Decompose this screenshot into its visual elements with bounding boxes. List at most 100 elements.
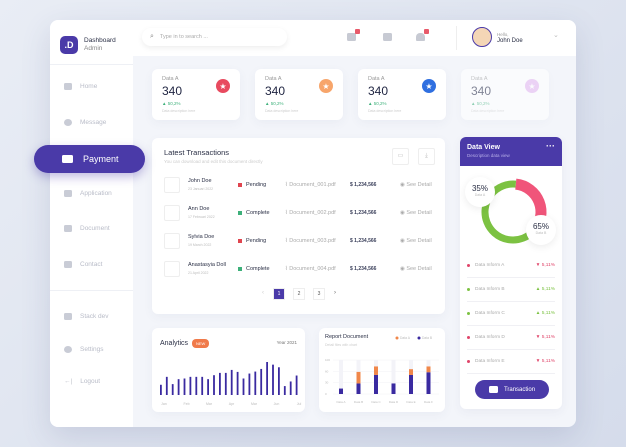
bar-data-b <box>356 383 361 394</box>
bar-data-a <box>426 366 431 373</box>
sidebar-item-home[interactable]: Home <box>64 83 97 90</box>
star-icon: ★ <box>319 79 333 93</box>
bar-track <box>339 360 343 394</box>
stat-card: Data A 340 ▲ 50,2% Data description here ★ <box>358 69 446 120</box>
bell-icon[interactable] <box>416 29 429 41</box>
payment-icon <box>488 386 498 393</box>
gear-icon <box>64 346 72 353</box>
report-chart: 0 30 60 100 Data A Data B Data C Data D Data E Da… <box>325 336 439 404</box>
sidebar-item-stack-dev[interactable]: Stack dev <box>64 313 109 320</box>
month-label: Apr <box>229 402 235 406</box>
see-detail-link[interactable]: ◉ See Detail <box>400 266 432 272</box>
table-row[interactable]: Sylvia Doe 19 March 2022 Pending ⌇ Document… <box>164 230 439 252</box>
data-inform-item: Data Inform C ▲ 5,11% <box>467 302 555 326</box>
page-button[interactable]: 3 <box>313 288 325 300</box>
analytics-bar <box>177 379 180 395</box>
document-link[interactable]: ⌇ Document_004.pdf <box>285 266 336 272</box>
payment-icon <box>62 155 73 163</box>
slice-label-a: 35% Data A <box>465 177 495 207</box>
row-name: Ann Doe 17 Februari 2022 <box>188 206 215 219</box>
sidebar-item-payment[interactable]: Payment <box>34 145 145 173</box>
month-label: Mar <box>251 402 258 406</box>
sidebar-item-application[interactable]: Application <box>64 190 112 197</box>
legend-label: Data B <box>422 336 433 340</box>
header: ⌕ Type in to search ... Hello, John Doe ⌄ <box>133 20 576 56</box>
app-window: .D Dashboard Admin Home Message Applicati… <box>50 20 576 427</box>
chevron-down-icon[interactable]: ⌄ <box>553 32 559 39</box>
divider <box>456 26 457 50</box>
search-input[interactable]: ⌕ Type in to search ... <box>142 28 287 46</box>
month-label: Jan <box>161 402 167 406</box>
calendar-icon <box>164 177 180 193</box>
page-button[interactable]: 2 <box>293 288 305 300</box>
stat-change: ▲ 50,2% <box>265 101 284 106</box>
report-title: Report Document <box>325 334 369 340</box>
table-row[interactable]: John Doe 23 Januari 2022 Pending ⌇ Document… <box>164 174 439 196</box>
stat-change: ▲ 50,2% <box>368 101 387 106</box>
bar-track <box>391 360 396 394</box>
category-label: Data E <box>406 400 415 404</box>
row-name: Sylvia Doe 19 March 2022 <box>188 234 215 247</box>
y-tick-label: 30 <box>325 381 329 385</box>
legend-label: Data A <box>400 336 411 340</box>
contact-icon[interactable] <box>383 33 392 41</box>
stat-value: 340 <box>368 84 389 98</box>
logo: .D <box>60 36 78 54</box>
star-icon: ★ <box>422 79 436 93</box>
logout-icon: ←| <box>64 378 73 385</box>
data-view-header: Data View Description data view ··· <box>460 137 562 166</box>
analytics-bar <box>295 375 298 395</box>
stat-description: Data description here <box>265 109 299 113</box>
analytics-bar <box>183 378 186 395</box>
row-amount: $ 1,234,566 <box>350 210 377 216</box>
category-label: Data A <box>336 400 345 404</box>
see-detail-link[interactable]: ◉ See Detail <box>400 182 432 188</box>
table-row[interactable]: Anastasyia Doll 21 April 2022 Complete ⌇ Do… <box>164 258 439 280</box>
analytics-bar <box>278 367 280 395</box>
avatar[interactable] <box>472 27 492 47</box>
transaction-button[interactable]: Transaction <box>475 380 549 399</box>
sidebar-item-settings[interactable]: Settings <box>64 346 104 353</box>
bar-data-b <box>426 372 431 394</box>
prev-page-button[interactable]: ‹ <box>262 290 264 296</box>
table-row[interactable]: Ann Doe 17 Februari 2022 Complete ⌇ Documen… <box>164 202 439 224</box>
stat-description: Data description here <box>162 109 196 113</box>
row-amount: $ 1,234,566 <box>350 238 377 244</box>
sidebar-item-document[interactable]: Document <box>64 225 110 232</box>
stat-label: Data A <box>265 76 282 82</box>
home-icon <box>64 83 72 90</box>
more-icon[interactable]: ··· <box>546 141 555 151</box>
month-label: Mar <box>206 402 213 406</box>
bar-data-b <box>409 374 413 394</box>
data-view-card: Data View Description data view ··· 35% Dat… <box>460 137 562 409</box>
category-label: Data B <box>354 400 363 404</box>
analytics-bar <box>165 376 168 395</box>
user-greeting[interactable]: Hello, John Doe <box>497 32 523 44</box>
divider <box>50 290 133 291</box>
status-badge: Complete <box>238 266 285 272</box>
document-link[interactable]: ⌇ Document_001.pdf <box>285 182 336 188</box>
document-link[interactable]: ⌇ Document_003.pdf <box>285 238 336 244</box>
mail-icon[interactable] <box>347 29 360 41</box>
row-amount: $ 1,234,566 <box>350 266 377 272</box>
see-detail-link[interactable]: ◉ See Detail <box>400 210 432 216</box>
next-page-button[interactable]: › <box>334 290 336 296</box>
analytics-bar <box>236 371 239 395</box>
stat-description: Data description here <box>471 109 505 113</box>
sidebar-item-logout[interactable]: ←| Logout <box>64 378 101 385</box>
sidebar-item-contact[interactable]: Contact <box>64 261 102 268</box>
analytics-bar <box>266 362 268 395</box>
sidebar-item-message[interactable]: Message <box>64 119 106 126</box>
analytics-chart: Jan Feb Mar Apr Mar Jun Jul <box>160 362 301 406</box>
download-button[interactable]: ⤓ <box>418 148 435 165</box>
calendar-button[interactable]: ▭ <box>392 148 409 165</box>
document-link[interactable]: ⌇ Document_002.pdf <box>285 210 336 216</box>
calendar-icon <box>164 261 180 277</box>
analytics-bar <box>248 373 251 395</box>
data-inform-item: Data Inform E ▼ 5,11% <box>467 350 555 374</box>
see-detail-link[interactable]: ◉ See Detail <box>400 238 432 244</box>
divider <box>50 64 133 65</box>
page-button[interactable]: 1 <box>273 288 285 300</box>
data-inform-item: Data Inform D ▼ 5,11% <box>467 326 555 350</box>
transactions-subtitle: You can download and edit this document … <box>164 159 263 164</box>
